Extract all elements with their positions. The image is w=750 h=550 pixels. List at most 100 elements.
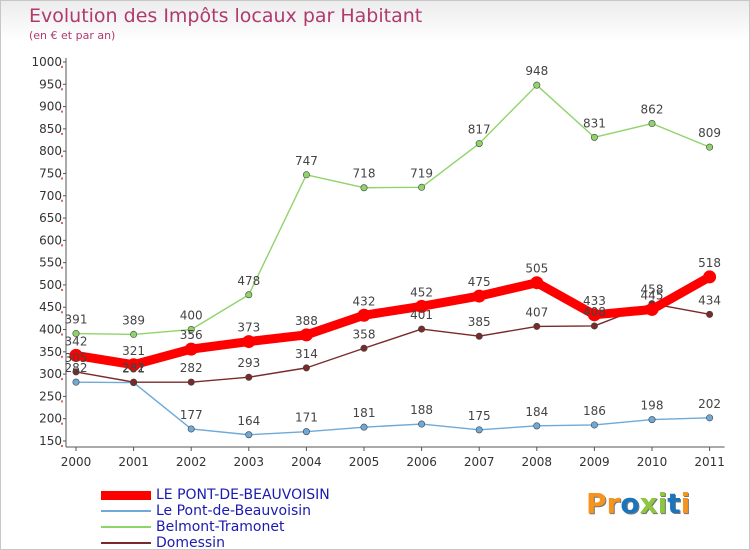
data-label: 809 <box>698 126 721 140</box>
y-tick-label: 300 <box>39 367 62 381</box>
data-label: 358 <box>353 327 376 341</box>
x-tick-label: 2005 <box>349 455 380 469</box>
data-point <box>184 342 198 356</box>
y-tick-label: 150 <box>39 434 62 448</box>
data-point <box>475 140 483 148</box>
series-line <box>75 84 711 336</box>
data-point <box>590 322 598 330</box>
x-tick-label: 2001 <box>118 455 149 469</box>
data-point <box>703 270 717 284</box>
series-line <box>71 272 715 370</box>
data-point <box>590 133 598 141</box>
y-tick-label: 550 <box>39 256 62 270</box>
legend-swatch <box>101 490 151 500</box>
data-label: 342 <box>65 334 88 348</box>
legend-swatch <box>101 510 151 512</box>
data-point <box>415 299 429 313</box>
data-point <box>360 184 368 192</box>
data-point <box>360 344 368 352</box>
data-point <box>187 425 195 433</box>
data-label: 747 <box>295 154 318 168</box>
data-label: 171 <box>295 411 318 425</box>
data-label: 432 <box>353 294 376 308</box>
x-tick-label: 2003 <box>234 455 265 469</box>
data-point <box>187 326 195 334</box>
data-label: 164 <box>237 414 260 428</box>
data-point <box>533 422 541 430</box>
legend-label: LE PONT-DE-BEAUVOISIN <box>156 487 330 503</box>
data-point <box>533 322 541 330</box>
x-tick-label: 2007 <box>464 455 495 469</box>
data-label: 305 <box>65 351 88 365</box>
legend-label: Domessin <box>156 535 225 550</box>
data-label: 356 <box>180 328 203 342</box>
data-point <box>418 325 426 333</box>
y-tick-label: 850 <box>39 122 62 136</box>
legend-label: Le Pont-de-Beauvoisin <box>156 503 312 519</box>
data-point <box>590 421 598 429</box>
x-tick-label: 2002 <box>176 455 207 469</box>
y-tick-label: 950 <box>39 77 62 91</box>
data-label: 314 <box>295 347 318 361</box>
data-label: 385 <box>468 315 491 329</box>
y-tick-label: 750 <box>39 166 62 180</box>
x-tick-label: 2000 <box>61 455 92 469</box>
data-point <box>533 81 541 89</box>
data-label: 188 <box>410 403 433 417</box>
y-tick-label: 250 <box>39 389 62 403</box>
series-line <box>75 381 711 436</box>
data-point <box>69 348 83 362</box>
data-point <box>245 431 253 439</box>
data-point <box>245 291 253 299</box>
x-tick-label: 2004 <box>291 455 322 469</box>
data-label: 282 <box>65 361 88 375</box>
y-tick-label: 900 <box>39 100 62 114</box>
data-label: 281 <box>122 362 145 376</box>
data-label: 184 <box>525 405 548 419</box>
data-label: 186 <box>583 404 606 418</box>
data-label: 282 <box>180 361 203 375</box>
data-label: 175 <box>468 409 491 423</box>
data-point <box>130 378 138 386</box>
data-point <box>302 364 310 372</box>
data-point <box>530 276 544 290</box>
data-point <box>299 328 313 342</box>
data-label: 433 <box>583 294 606 308</box>
data-point <box>706 143 714 151</box>
y-tick-label: 700 <box>39 189 62 203</box>
legend-swatch <box>101 526 151 528</box>
data-point <box>475 332 483 340</box>
legend-label: Belmont-Tramonet <box>156 519 285 535</box>
data-label: 719 <box>410 166 433 180</box>
data-label: 202 <box>698 397 721 411</box>
data-point <box>357 308 371 322</box>
data-point <box>360 423 368 431</box>
legend-swatch <box>101 542 151 544</box>
data-label: 401 <box>410 308 433 322</box>
data-point <box>418 420 426 428</box>
data-label: 478 <box>237 274 260 288</box>
y-tick-label: 200 <box>39 412 62 426</box>
data-label: 831 <box>583 116 606 130</box>
data-point <box>648 416 656 424</box>
data-point <box>245 373 253 381</box>
data-point <box>72 368 80 376</box>
data-label: 505 <box>525 262 548 276</box>
data-label: 452 <box>410 285 433 299</box>
x-tick-label: 2009 <box>579 455 610 469</box>
data-label: 181 <box>353 406 376 420</box>
data-label: 518 <box>698 256 721 270</box>
chart-title: Evolution des Impôts locaux par Habitant <box>29 5 423 27</box>
y-tick-label: 450 <box>39 300 62 314</box>
y-tick-label: 500 <box>39 278 62 292</box>
data-label: 445 <box>641 288 664 302</box>
data-label: 198 <box>641 399 664 413</box>
x-tick-label: 2008 <box>522 455 553 469</box>
data-label: 862 <box>641 103 664 117</box>
data-label: 948 <box>525 64 548 78</box>
data-point <box>472 289 486 303</box>
data-label: 282 <box>122 361 145 375</box>
data-label: 407 <box>525 305 548 319</box>
